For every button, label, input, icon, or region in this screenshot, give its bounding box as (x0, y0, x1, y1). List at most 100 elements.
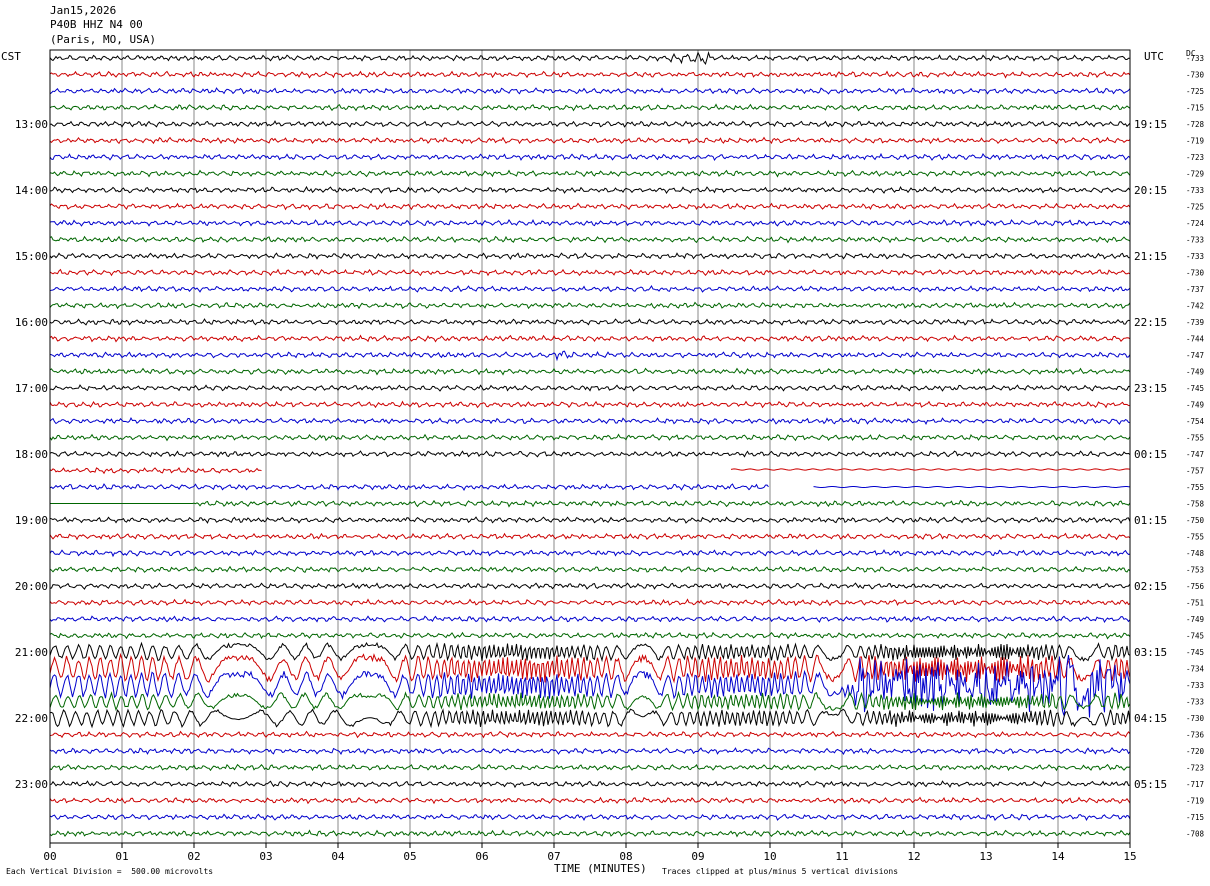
x-tick-label: 11 (835, 850, 848, 863)
dc-offset-label: -756 (1186, 582, 1205, 591)
dc-offset-label: -724 (1186, 219, 1205, 228)
dc-offset-label: -723 (1186, 153, 1204, 162)
dc-offset-label: -730 (1186, 714, 1205, 723)
trace-line (49, 796, 1131, 805)
dc-offset-label: -725 (1186, 87, 1204, 96)
dc-offset-label: -747 (1186, 450, 1204, 459)
dc-offset-label: -733 (1186, 236, 1204, 245)
left-hour-label: 18:00 (15, 448, 48, 461)
trace-line (49, 641, 1131, 663)
trace-line (49, 813, 1131, 822)
x-tick-label: 05 (403, 850, 416, 863)
right-hour-label: 22:15 (1134, 316, 1167, 329)
trace-line (49, 252, 1131, 260)
x-tick-label: 14 (1051, 850, 1065, 863)
dc-offset-label: -748 (1186, 549, 1205, 558)
dc-header-label: DC (1186, 49, 1196, 58)
dc-offset-label: -720 (1186, 747, 1205, 756)
x-tick-label: 01 (115, 850, 128, 863)
trace-line (49, 169, 1131, 178)
trace-line (49, 780, 1131, 789)
x-tick-label: 04 (331, 850, 345, 863)
dc-offset-label: -749 (1186, 615, 1204, 624)
trace-line (49, 301, 1131, 310)
header-station: P40B HHZ N4 00 (50, 18, 143, 31)
dc-offset-labels: -733 -730 -725 -715 -728 -719 -723 -729 -733 -725… (1186, 54, 1205, 839)
footer-scale-text: Each Vertical Division = 500.00 microvol… (6, 867, 214, 876)
dc-offset-label: -755 (1186, 483, 1204, 492)
trace-line (49, 582, 1131, 590)
x-tick-label: 00 (43, 850, 56, 863)
footer-clip-text: Traces clipped at plus/minus 5 vertical … (662, 867, 899, 876)
dc-offset-label: -758 (1186, 500, 1205, 509)
trace-line (49, 120, 1131, 128)
dc-offset-label: -733 (1186, 186, 1204, 195)
left-hour-label: 13:00 (15, 118, 48, 131)
trace-line (49, 565, 1131, 573)
trace-line (49, 516, 1131, 525)
dc-offset-label: -734 (1186, 665, 1205, 674)
dc-offset-label: -754 (1186, 417, 1205, 426)
dc-offset-label: -737 (1186, 285, 1204, 294)
left-hour-label: 14:00 (15, 184, 48, 197)
right-hour-labels: 19:15 20:15 21:15 22:15 23:15 00:15 01:15 02:15… (1134, 118, 1167, 791)
trace-line (49, 615, 1131, 624)
x-tick-label: 13 (979, 850, 992, 863)
dc-offset-label: -730 (1186, 71, 1205, 80)
x-tick-label: 12 (907, 850, 920, 863)
dc-offset-label: -745 (1186, 648, 1204, 657)
right-hour-label: 05:15 (1134, 778, 1167, 791)
dc-offset-label: -717 (1186, 780, 1204, 789)
x-tick-label: 15 (1123, 850, 1136, 863)
trace-line (49, 433, 1131, 442)
dc-offset-label: -753 (1186, 566, 1204, 575)
right-hour-label: 04:15 (1134, 712, 1167, 725)
header-date: Jan15,2026 (50, 4, 117, 17)
trace-line (49, 51, 1130, 65)
dc-offset-label: -733 (1186, 54, 1204, 63)
trace-line (49, 730, 1131, 739)
trace-line (49, 466, 262, 475)
trace-line (49, 549, 1131, 558)
plot-frame (49, 49, 1131, 844)
trace-line (49, 219, 1131, 227)
left-hour-label: 21:00 (15, 646, 48, 659)
right-hour-label: 02:15 (1134, 580, 1167, 593)
right-hour-label: 01:15 (1134, 514, 1167, 527)
x-axis-ticks: 00 01 02 03 04 05 06 07 08 09 10 11 12 13 14 15 (43, 843, 1137, 863)
trace-line (49, 350, 1131, 362)
trace-line (49, 152, 1131, 161)
right-hour-label: 20:15 (1134, 184, 1167, 197)
trace-line (49, 652, 1131, 684)
trace-line (49, 532, 1131, 541)
right-hour-label: 03:15 (1134, 646, 1167, 659)
dc-offset-label: -747 (1186, 351, 1204, 360)
left-hour-label: 23:00 (15, 778, 48, 791)
header-location: (Paris, MO, USA) (50, 33, 156, 46)
trace-line (49, 763, 1131, 772)
right-hour-label: 00:15 (1134, 448, 1167, 461)
trace-line (730, 468, 1131, 471)
right-hour-label: 21:15 (1134, 250, 1167, 263)
x-axis-title: TIME (MINUTES) (554, 862, 647, 875)
trace-line (49, 185, 1131, 194)
trace-line (49, 103, 1131, 112)
x-tick-label: 02 (187, 850, 200, 863)
dc-offset-label: -755 (1186, 434, 1204, 443)
trace-line (49, 655, 1131, 718)
trace-line (49, 708, 1131, 729)
trace-line (49, 284, 1131, 293)
seismic-traces (49, 51, 1131, 838)
trace-line (49, 384, 1131, 392)
dc-offset-label: -730 (1186, 269, 1205, 278)
trace-line (49, 367, 1131, 376)
x-tick-label: 09 (691, 850, 704, 863)
trace-line (49, 483, 769, 492)
trace-line (50, 499, 1131, 508)
dc-offset-label: -739 (1186, 318, 1204, 327)
x-tick-label: 10 (763, 850, 776, 863)
trace-line (49, 87, 1131, 95)
trace-line (49, 631, 1131, 640)
left-timezone-label: CST (1, 50, 21, 63)
